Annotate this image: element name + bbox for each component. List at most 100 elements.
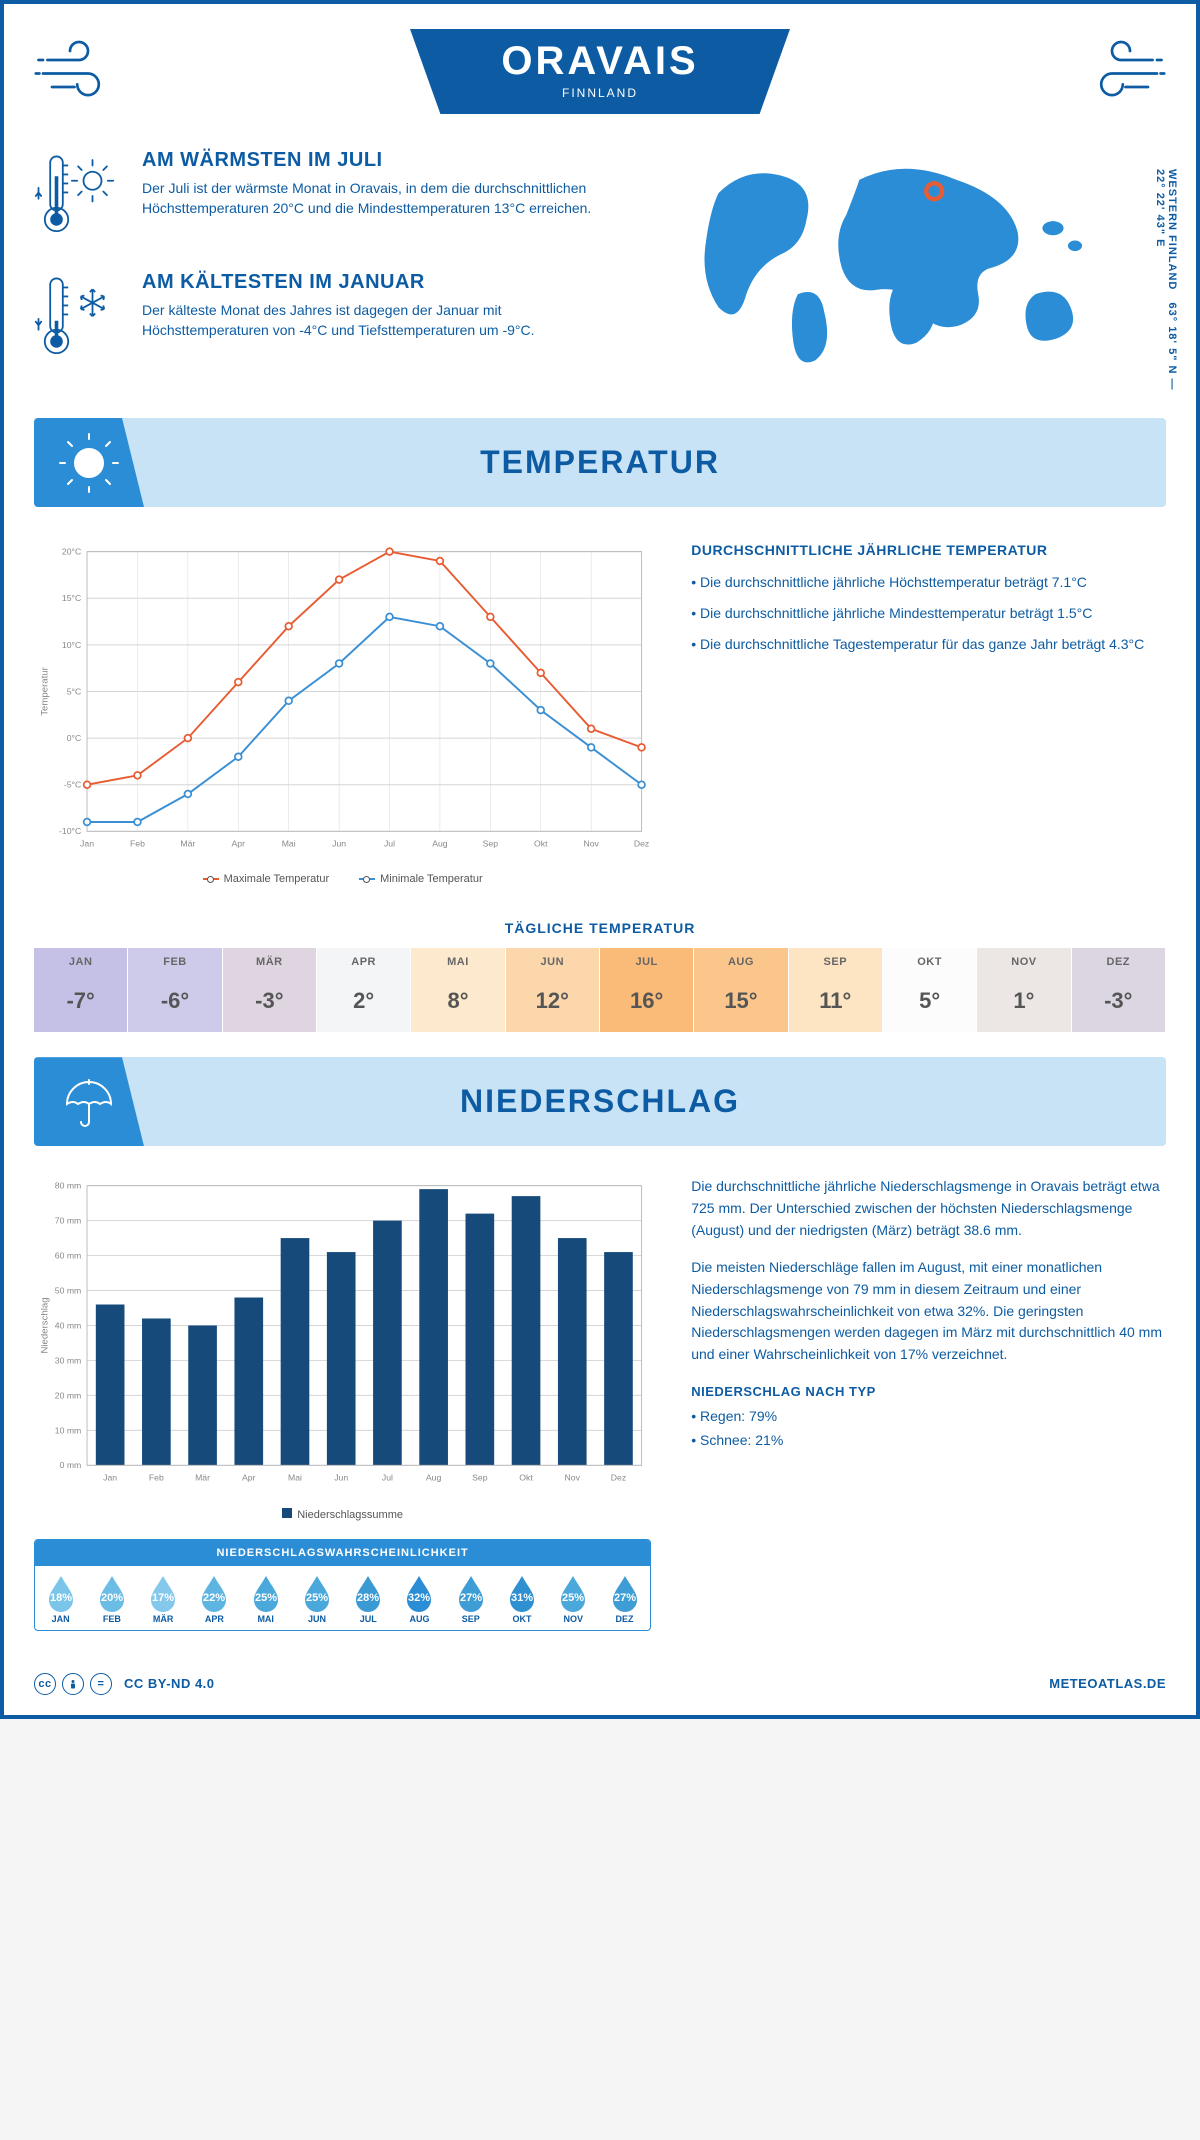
prob-cell: 25% NOV [548,1566,599,1630]
temperature-title: TEMPERATUR [480,444,720,480]
svg-text:Sep: Sep [483,839,499,849]
svg-text:20 mm: 20 mm [55,1391,81,1401]
svg-text:Mär: Mär [180,839,195,849]
cold-fact: AM KÄLTESTEN IM JANUAR Der kälteste Mona… [34,271,611,371]
svg-text:Aug: Aug [432,839,448,849]
prob-cell: 22% APR [189,1566,240,1630]
svg-text:Apr: Apr [242,1473,256,1483]
nd-icon: = [90,1673,112,1695]
svg-text:27%: 27% [460,1592,482,1604]
svg-text:Apr: Apr [232,839,246,849]
daily-temp-table: JAN-7° FEB-6° MÄR-3° APR2° MAI8° JUN12° … [34,948,1166,1032]
temperature-chart: -10°C-5°C0°C5°C10°C15°C20°CJanFebMärAprM… [34,542,651,885]
svg-text:5°C: 5°C [67,686,82,696]
svg-text:Sep: Sep [472,1473,488,1483]
svg-text:40 mm: 40 mm [55,1321,81,1331]
daily-cell: OKT5° [883,948,977,1032]
svg-text:Mär: Mär [195,1473,210,1483]
daily-cell: FEB-6° [128,948,222,1032]
prob-cell: 25% JUN [291,1566,342,1630]
svg-text:Dez: Dez [634,839,649,849]
svg-text:-5°C: -5°C [64,780,81,790]
svg-text:Feb: Feb [130,839,145,849]
temp-legend: Maximale Temperatur Minimale Temperatur [34,873,651,885]
intro-facts: AM WÄRMSTEN IM JULI Der Juli ist der wär… [34,149,611,393]
svg-text:Dez: Dez [611,1473,626,1483]
umbrella-icon [34,1057,144,1146]
city-title: ORAVAIS [410,39,790,84]
header-row: ORAVAIS FINNLAND [34,24,1166,119]
svg-text:Jan: Jan [80,839,94,849]
svg-text:15°C: 15°C [62,593,81,603]
cold-fact-body: AM KÄLTESTEN IM JANUAR Der kälteste Mona… [142,271,611,371]
prob-cell: 18% JAN [35,1566,86,1630]
daily-cell: MÄR-3° [223,948,317,1032]
svg-text:30 mm: 30 mm [55,1356,81,1366]
svg-text:Nov: Nov [565,1473,581,1483]
precip-prob-title: NIEDERSCHLAGSWAHRSCHEINLICHKEIT [35,1540,650,1566]
svg-text:Nov: Nov [583,839,599,849]
warm-fact-title: AM WÄRMSTEN IM JULI [142,149,611,172]
infographic-page: ORAVAIS FINNLAND AM WÄRMSTEN IM JULI Der… [0,0,1200,1719]
world-map-block: WESTERN FINLAND 63° 18' 5" N — 22° 22' 4… [641,149,1166,393]
prob-cell: 27% SEP [445,1566,496,1630]
precipitation-chart: 0 mm10 mm20 mm30 mm40 mm50 mm60 mm70 mm8… [34,1176,651,1499]
license-block: cc = CC BY-ND 4.0 [34,1673,215,1695]
svg-text:20%: 20% [101,1592,123,1604]
svg-text:50 mm: 50 mm [55,1286,81,1296]
svg-text:10°C: 10°C [62,640,81,650]
by-icon [62,1673,84,1695]
precipitation-header: NIEDERSCHLAG [34,1057,1166,1146]
precip-type-2: • Schnee: 21% [691,1430,1166,1452]
temp-stats-title: DURCHSCHNITTLICHE JÄHRLICHE TEMPERATUR [691,542,1166,558]
svg-text:Jun: Jun [332,839,346,849]
svg-text:18%: 18% [50,1592,72,1604]
svg-text:Jan: Jan [103,1473,117,1483]
cc-icon: cc [34,1673,56,1695]
svg-text:Temperatur: Temperatur [40,666,51,715]
svg-text:10 mm: 10 mm [55,1426,81,1436]
svg-text:Mai: Mai [288,1473,302,1483]
svg-text:31%: 31% [511,1592,533,1604]
intro-row: AM WÄRMSTEN IM JULI Der Juli ist der wär… [34,149,1166,393]
warm-fact: AM WÄRMSTEN IM JULI Der Juli ist der wär… [34,149,611,249]
svg-text:70 mm: 70 mm [55,1216,81,1226]
precip-type-1: • Regen: 79% [691,1406,1166,1428]
svg-text:27%: 27% [614,1592,636,1604]
precipitation-title: NIEDERSCHLAG [460,1083,740,1119]
world-map-icon [641,149,1166,374]
svg-text:Niederschlag: Niederschlag [40,1298,51,1354]
svg-text:60 mm: 60 mm [55,1251,81,1261]
temperature-header: TEMPERATUR [34,418,1166,507]
svg-text:25%: 25% [562,1592,584,1604]
daily-temp-title: TÄGLICHE TEMPERATUR [34,920,1166,936]
daily-cell: DEZ-3° [1072,948,1166,1032]
wind-icon-right [1076,24,1166,119]
warm-fact-text: Der Juli ist der wärmste Monat in Oravai… [142,178,611,219]
cold-fact-title: AM KÄLTESTEN IM JANUAR [142,271,611,294]
svg-text:Jun: Jun [334,1473,348,1483]
svg-text:17%: 17% [152,1592,174,1604]
svg-text:Mai: Mai [282,839,296,849]
temperature-stats: DURCHSCHNITTLICHE JÄHRLICHE TEMPERATUR •… [691,542,1166,885]
daily-cell: AUG15° [694,948,788,1032]
svg-text:Okt: Okt [519,1473,533,1483]
prob-cell: 25% MAI [240,1566,291,1630]
svg-text:Jul: Jul [382,1473,393,1483]
title-banner: ORAVAIS FINNLAND [410,29,790,114]
daily-cell: JUL16° [600,948,694,1032]
svg-text:22%: 22% [203,1592,225,1604]
svg-text:Jul: Jul [384,839,395,849]
license-text: CC BY-ND 4.0 [124,1676,215,1691]
temperature-row: -10°C-5°C0°C5°C10°C15°C20°CJanFebMärAprM… [34,542,1166,885]
precip-legend: Niederschlagssumme [34,1508,651,1521]
svg-text:Feb: Feb [149,1473,164,1483]
svg-text:25%: 25% [306,1592,328,1604]
svg-text:25%: 25% [255,1592,277,1604]
svg-text:Okt: Okt [534,839,548,849]
thermometer-snow-icon [34,271,124,371]
svg-text:Aug: Aug [426,1473,442,1483]
svg-text:80 mm: 80 mm [55,1181,81,1191]
prob-cell: 27% DEZ [599,1566,650,1630]
country-subtitle: FINNLAND [410,86,790,100]
